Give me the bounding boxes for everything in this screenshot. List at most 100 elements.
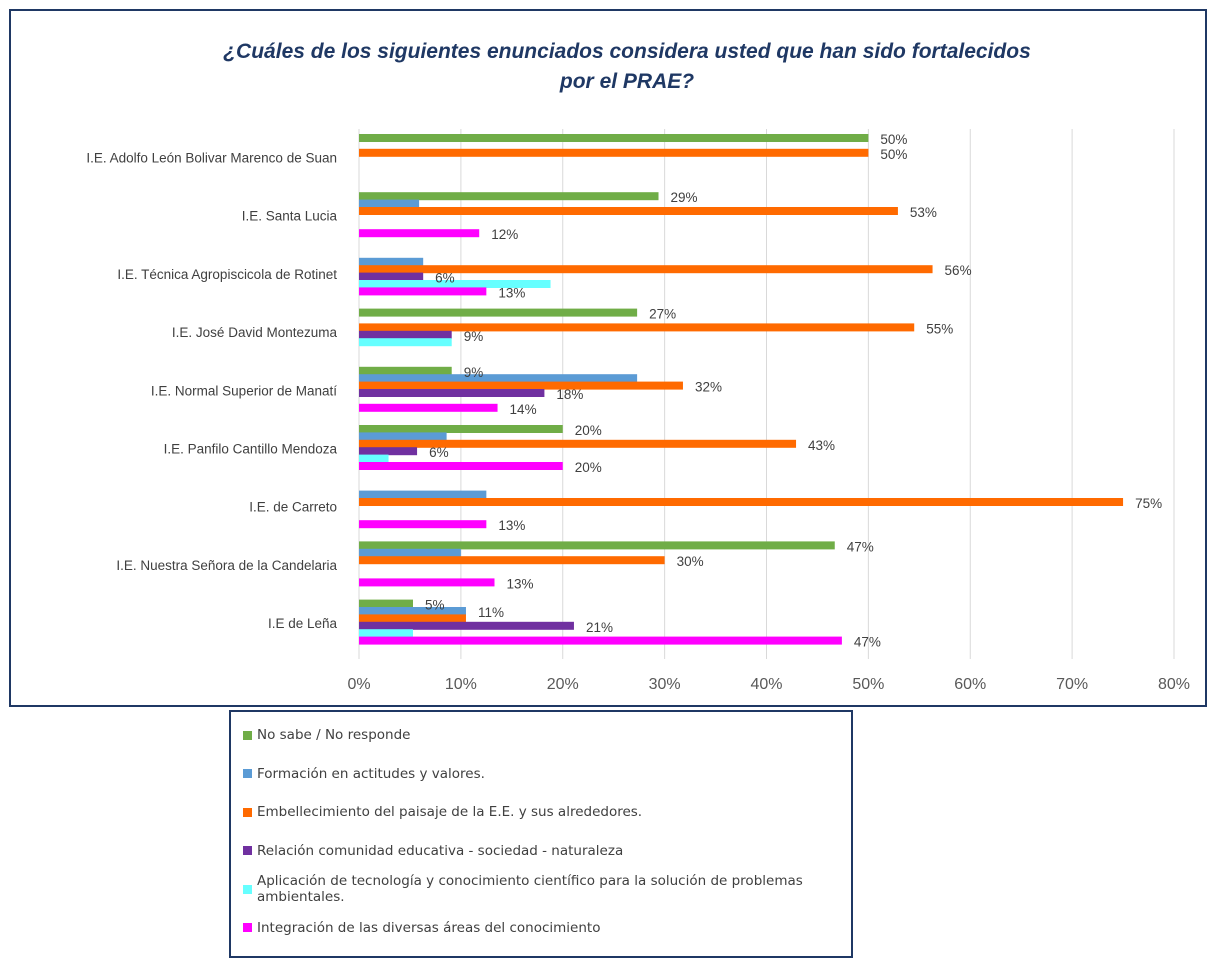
legend-swatch	[243, 730, 252, 740]
bar	[359, 381, 683, 390]
data-label: 13%	[498, 518, 525, 533]
bar	[359, 389, 545, 397]
data-label: 14%	[510, 402, 537, 417]
data-label: 32%	[695, 380, 722, 395]
data-label: 9%	[464, 365, 484, 380]
x-tick-label: 80%	[1158, 676, 1190, 693]
chart-frame: ¿Cuáles de los siguientes enunciados con…	[9, 9, 1207, 707]
legend-swatch	[243, 923, 252, 932]
bar	[359, 447, 418, 456]
data-label: 50%	[880, 147, 907, 162]
x-tick-label: 70%	[1056, 676, 1088, 693]
category-label: I.E. Normal Superior de Manatí	[151, 383, 337, 398]
bar	[359, 520, 487, 529]
data-label: 43%	[808, 438, 835, 453]
bar	[359, 614, 466, 623]
data-label: 13%	[506, 576, 533, 591]
data-label: 18%	[556, 387, 583, 402]
data-label: 50%	[880, 132, 907, 147]
bar	[359, 265, 933, 274]
data-label: 55%	[926, 321, 953, 336]
legend-item: Aplicación de tecnología y conocimiento …	[243, 873, 851, 905]
legend-label: Integración de las diversas áreas del co…	[257, 919, 601, 936]
bar	[359, 462, 563, 470]
legend-label: Embellecimiento del paisaje de la E.E. y…	[257, 804, 643, 820]
data-label: 47%	[847, 539, 874, 554]
bar	[359, 207, 898, 215]
legend-item: Integración de las diversas áreas del co…	[243, 918, 600, 938]
x-tick-labels: 0% 10% 20% 30% 40% 50% 60% 70% 80%	[347, 676, 1190, 693]
bar	[359, 308, 638, 317]
category-label: I.E. Nuestra Señora de la Candelaria	[116, 558, 337, 573]
legend-label: Aplicación de tecnología y conocimiento …	[257, 873, 803, 905]
bar	[359, 280, 551, 288]
x-tick-label: 0%	[347, 676, 370, 693]
category-label: I.E. de Carreto	[249, 500, 337, 515]
bar	[359, 490, 487, 499]
bar	[359, 229, 480, 238]
bars	[359, 134, 1124, 645]
bar	[359, 257, 424, 266]
chart-title-line2: por el PRAE?	[559, 70, 694, 93]
bar	[359, 629, 413, 638]
data-label: 20%	[575, 423, 602, 438]
bar	[359, 607, 466, 615]
category-label: I.E. Adolfo León Bolivar Marenco de Suan	[86, 151, 337, 166]
gridlines	[358, 129, 1175, 659]
x-tick-label: 40%	[750, 676, 782, 693]
legend-swatch	[243, 769, 252, 778]
bar	[359, 541, 835, 550]
data-label: 6%	[429, 445, 449, 460]
bar	[359, 425, 563, 433]
bar	[359, 454, 389, 463]
bar	[359, 148, 869, 157]
bar	[359, 366, 452, 375]
legend-swatch	[243, 846, 252, 855]
category-label: I.E. Santa Lucia	[242, 209, 338, 224]
category-label: I.E. Panfilo Cantillo Mendoza	[164, 442, 338, 457]
bar-chart: ¿Cuáles de los siguientes enunciados con…	[86, 40, 1190, 693]
legend-item: Relación comunidad educativa - sociedad …	[243, 841, 623, 861]
bar	[359, 330, 452, 339]
bar	[359, 403, 498, 412]
category-label: I.E. José David Montezuma	[172, 325, 338, 340]
legend-label: Relación comunidad educativa - sociedad …	[257, 842, 624, 859]
bar	[359, 272, 424, 281]
bar	[359, 498, 1124, 506]
legend: No sabe / No responde Formación en actitu…	[229, 710, 853, 958]
bar	[359, 432, 447, 441]
bar	[359, 287, 487, 296]
data-label: 47%	[854, 635, 881, 650]
bar	[359, 199, 420, 208]
x-tick-label: 10%	[445, 676, 477, 693]
bar	[359, 556, 665, 565]
bar	[359, 374, 638, 383]
data-label: 13%	[498, 285, 525, 300]
data-label: 30%	[677, 554, 704, 569]
data-label: 56%	[945, 263, 972, 278]
data-label: 5%	[425, 598, 445, 613]
legend-label: Formación en actitudes y valores.	[257, 765, 485, 782]
legend-swatch	[243, 884, 252, 894]
data-label: 6%	[435, 271, 455, 286]
legend-item: Formación en actitudes y valores.	[243, 764, 485, 784]
data-label: 20%	[575, 460, 602, 475]
chart-title-line1: ¿Cuáles de los siguientes enunciados con…	[223, 40, 1031, 63]
bar	[359, 548, 461, 557]
category-labels: I.E. Adolfo León Bolivar Marenco de Suan…	[86, 151, 337, 632]
data-labels: 50%50% 29% 53% 12% 56% 6% 13% 27% 55% 9% 9% 32% 18% 1…	[425, 132, 1162, 650]
category-label: I.E. Técnica Agropiscicola de Rotinet	[117, 267, 337, 282]
bar	[359, 192, 659, 201]
data-label: 27%	[649, 307, 676, 322]
x-tick-label: 50%	[852, 676, 884, 693]
data-label: 9%	[464, 329, 484, 344]
legend-swatch	[243, 807, 252, 817]
data-label: 11%	[478, 605, 504, 620]
data-label: 75%	[1135, 496, 1162, 511]
bar	[359, 323, 915, 332]
bar	[359, 636, 842, 645]
legend-item: No sabe / No responde	[243, 725, 410, 745]
data-label: 53%	[910, 205, 937, 220]
bar	[359, 621, 574, 630]
category-label: I.E de Leña	[268, 616, 338, 631]
